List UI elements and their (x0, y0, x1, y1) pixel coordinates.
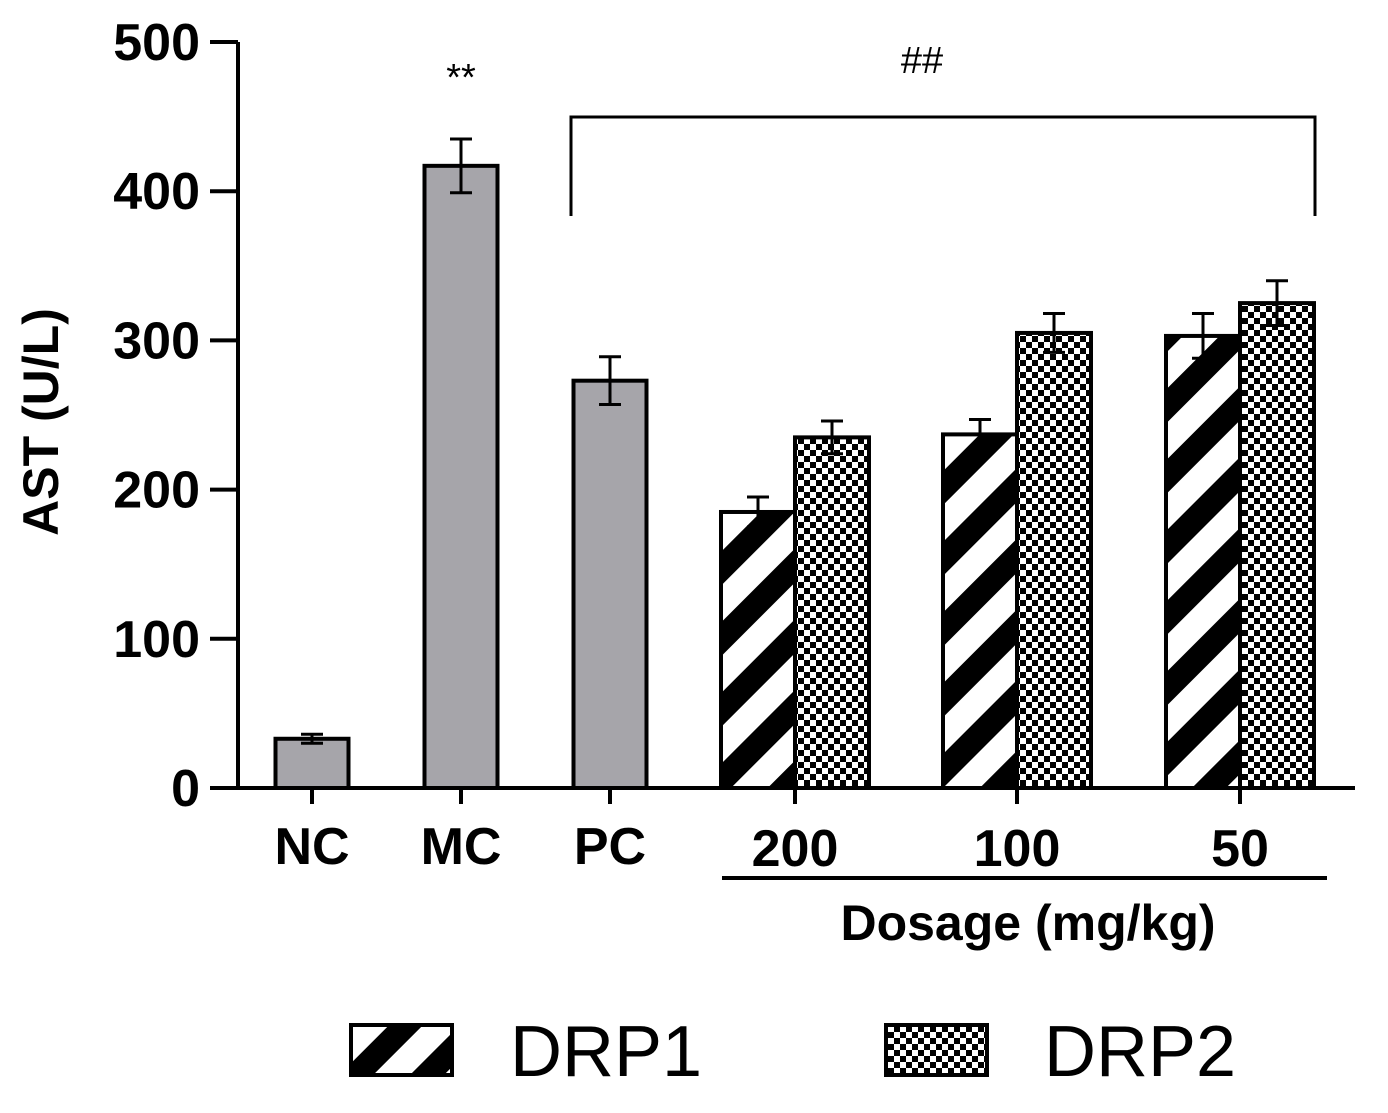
bar-drp2-50 (1238, 301, 1316, 790)
y-tick-label: 500 (113, 14, 200, 72)
x-category-label: 100 (974, 820, 1061, 878)
y-tick-label: 300 (113, 312, 200, 370)
error-bar-drp1-100 (969, 417, 991, 451)
bar-drp2-200 (793, 435, 871, 790)
x-category-label: 200 (752, 820, 839, 878)
y-tick-label: 400 (113, 163, 200, 221)
x-category-label: PC (574, 818, 646, 876)
legend: DRP1 DRP2 (349, 1012, 1236, 1092)
y-tick-label: 0 (171, 760, 200, 818)
y-axis-ticks: 0 100 200 300 400 500 (113, 14, 238, 818)
error-bar-mc (450, 137, 472, 195)
error-bar-drp2-200 (821, 419, 843, 456)
legend-swatch-drp2 (884, 1023, 989, 1077)
x-axis-label: Dosage (mg/kg) (840, 895, 1215, 951)
legend-swatch-drp1 (349, 1023, 454, 1077)
error-bar-drp1-50 (1192, 312, 1214, 360)
x-category-label: NC (274, 818, 349, 876)
bar-drp1-100 (941, 432, 1019, 790)
error-bar-drp2-50 (1266, 279, 1288, 327)
error-bar-pc (599, 355, 621, 407)
x-axis-ticks: NC MC PC 200 100 50 (274, 788, 1269, 878)
bar-drp2-100 (1015, 330, 1093, 790)
error-bar-nc (301, 732, 323, 745)
y-axis-label: AST (U/L) (13, 308, 69, 536)
error-bar-drp1-200 (747, 495, 769, 529)
x-category-label: MC (421, 818, 502, 876)
legend-label-drp2: DRP2 (1044, 1012, 1236, 1092)
bar-drp1-50 (1164, 333, 1242, 790)
group-annotation: ## (901, 40, 943, 82)
bar-nc (273, 736, 351, 790)
legend-label-drp1: DRP1 (510, 1012, 702, 1092)
y-tick-label: 100 (113, 611, 200, 669)
bar-mc (422, 163, 500, 790)
bars-layer: ** (273, 57, 1316, 790)
bar-pc (571, 378, 649, 790)
y-tick-label: 200 (113, 462, 200, 520)
error-bar-drp2-100 (1043, 312, 1065, 354)
bar-drp1-200 (719, 509, 797, 790)
significance-annotation: ** (446, 57, 476, 99)
x-category-label: 50 (1211, 820, 1269, 878)
significance-bracket (569, 115, 1317, 216)
